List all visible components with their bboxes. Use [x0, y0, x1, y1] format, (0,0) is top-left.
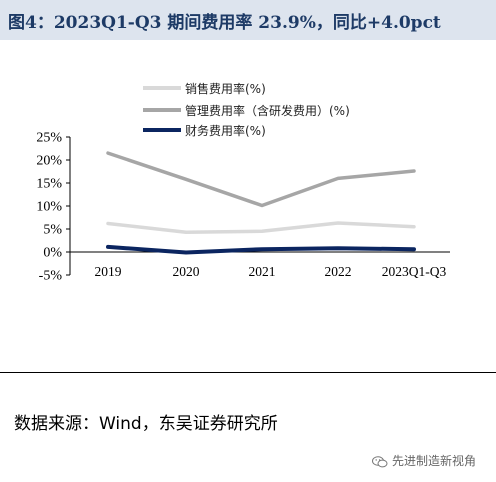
source-note: 数据来源：Wind，东吴证券研究所 — [14, 414, 278, 434]
title-bar: 图4：2023Q1-Q3 期间费用率 23.9%，同比+4.0pct — [0, 0, 496, 40]
legend-label: 财务费用率(%) — [185, 124, 266, 138]
series-layer — [106, 151, 416, 255]
legend-label: 销售费用率(%) — [185, 82, 266, 96]
series-line-1 — [106, 151, 416, 208]
y-tick-label: 0% — [43, 246, 62, 261]
watermark-text: 先进制造新视角 — [392, 454, 477, 468]
y-tick-label: 15% — [36, 177, 62, 192]
watermark: 先进制造新视角 — [372, 452, 476, 469]
line-chart: 25% 20% 15% 10% 5% 0% -5% 2019 2020 2021 2022 2023… — [36, 131, 450, 284]
x-tick-label: 2019 — [95, 264, 122, 279]
series-line-0 — [106, 221, 416, 234]
legend-swatch — [143, 86, 181, 90]
x-tick-label: 2021 — [249, 264, 276, 279]
legend-label: 管理费用率（含研发费用）(%) — [185, 104, 350, 118]
x-tick-label: 2020 — [173, 264, 200, 279]
wechat-icon — [372, 455, 388, 467]
y-axis: 25% 20% 15% 10% 5% 0% -5% — [36, 131, 71, 284]
y-tick-label: 25% — [36, 131, 62, 146]
divider-line — [0, 372, 496, 373]
y-tick-label: 5% — [43, 223, 62, 238]
x-axis: 2019 2020 2021 2022 2023Q1-Q3 — [70, 251, 450, 279]
y-tick-label: 10% — [36, 200, 62, 215]
y-tick-label: 20% — [36, 154, 62, 169]
page-title: 图4：2023Q1-Q3 期间费用率 23.9%，同比+4.0pct — [8, 13, 441, 33]
y-tick-label: -5% — [39, 269, 63, 284]
x-tick-label: 2022 — [325, 264, 352, 279]
x-tick-label: 2023Q1-Q3 — [382, 264, 447, 279]
legend-swatch — [143, 108, 181, 112]
legend-swatch — [143, 128, 181, 132]
